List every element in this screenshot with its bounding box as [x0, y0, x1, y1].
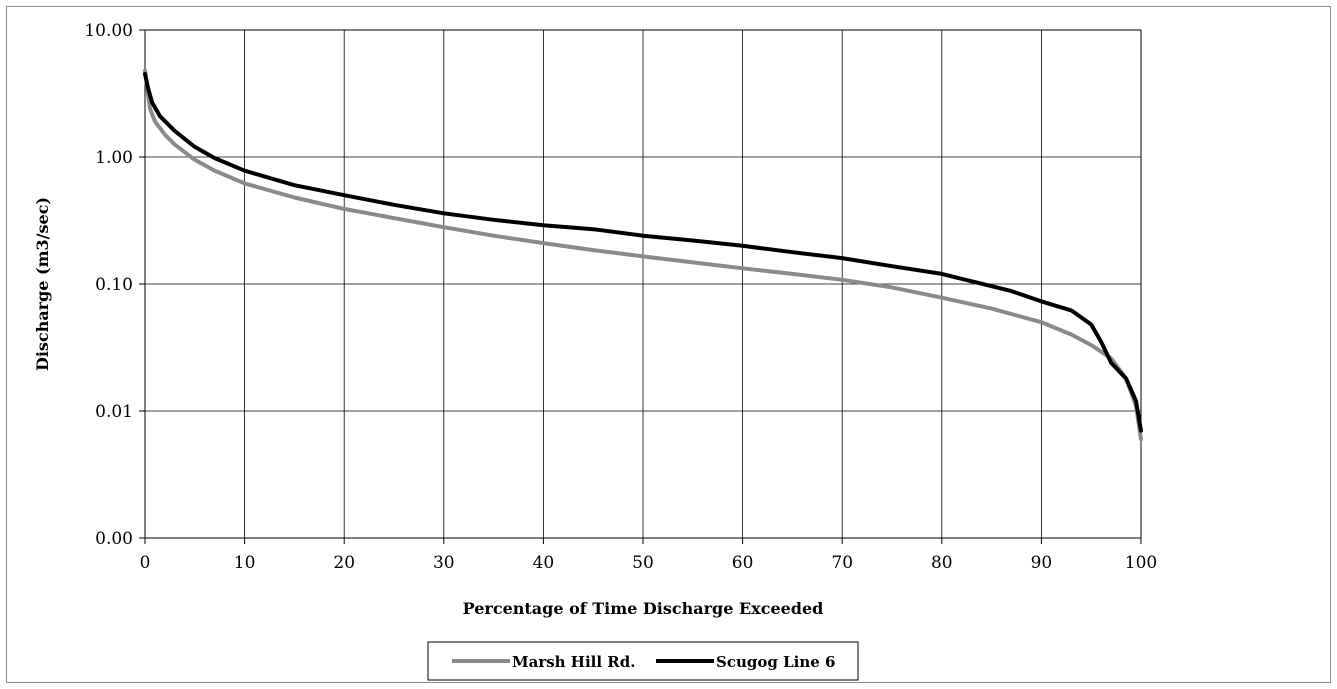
y-tick-label: 0.01 — [95, 402, 133, 422]
grid-lines — [144, 29, 1142, 539]
series-layer — [143, 68, 1143, 442]
y-axis-ticks: 0.00 0.01 0.10 1.00 10.00 — [84, 21, 145, 549]
y-tick-label: 0.10 — [95, 275, 133, 295]
series-line-1 — [143, 72, 1143, 433]
x-tick-label: 0 — [140, 553, 151, 573]
legend-label-scugog: Scugog Line 6 — [716, 653, 835, 671]
legend-label-marsh-hill: Marsh Hill Rd. — [512, 653, 635, 671]
x-tick-label: 30 — [433, 553, 455, 573]
legend: Marsh Hill Rd. Scugog Line 6 — [427, 641, 859, 681]
x-axis-title: Percentage of Time Discharge Exceeded — [463, 599, 824, 618]
x-tick-label: 20 — [333, 553, 355, 573]
y-tick-label: 10.00 — [84, 21, 133, 41]
x-tick-label: 100 — [1125, 553, 1157, 573]
x-tick-label: 80 — [931, 553, 953, 573]
x-tick-label: 50 — [632, 553, 654, 573]
y-axis-title: Discharge (m3/sec) — [33, 197, 52, 371]
x-tick-label: 60 — [732, 553, 754, 573]
x-axis-ticks: 0 10 20 30 40 50 60 70 80 90 100 — [140, 538, 1157, 573]
series-line-0 — [143, 68, 1143, 442]
y-tick-label: 0.00 — [95, 529, 133, 549]
x-tick-label: 90 — [1031, 553, 1053, 573]
x-tick-label: 10 — [234, 553, 256, 573]
y-tick-label: 1.00 — [95, 148, 133, 168]
x-tick-label: 70 — [831, 553, 853, 573]
x-tick-label: 40 — [533, 553, 555, 573]
